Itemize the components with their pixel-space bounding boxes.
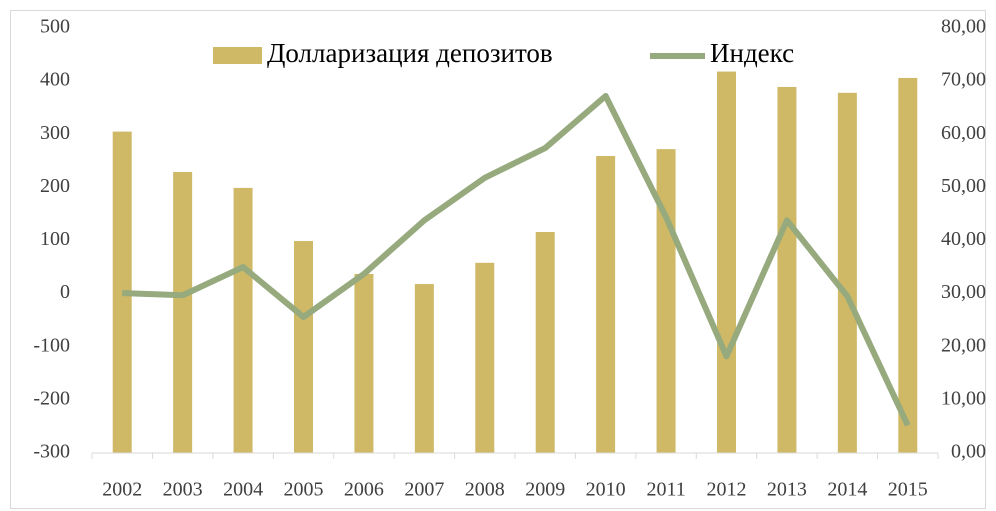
y2-tick-label: 60,00 bbox=[941, 122, 986, 144]
x-tick-label: 2008 bbox=[465, 479, 505, 501]
bar bbox=[414, 284, 434, 453]
bar bbox=[475, 262, 495, 453]
x-tick-label: 2002 bbox=[102, 479, 142, 501]
y2-tick-label: 50,00 bbox=[941, 175, 986, 197]
bar bbox=[173, 171, 193, 453]
bar bbox=[233, 187, 253, 453]
y-tick-label: 500 bbox=[40, 16, 70, 38]
bar bbox=[777, 86, 797, 453]
x-tick-label: 2003 bbox=[163, 479, 203, 501]
x-tick-label: 2005 bbox=[284, 479, 324, 501]
x-tick-label: 2009 bbox=[525, 479, 565, 501]
x-tick-label: 2004 bbox=[223, 479, 263, 501]
y-tick-label: 400 bbox=[40, 69, 70, 91]
bar bbox=[717, 71, 736, 453]
line bbox=[122, 93, 911, 427]
bar bbox=[354, 273, 374, 453]
legend-label: Индекс bbox=[710, 38, 794, 68]
bar bbox=[656, 149, 676, 453]
y2-tick-label: 70,00 bbox=[941, 69, 986, 91]
y-tick-label: -200 bbox=[33, 387, 70, 409]
y-tick-label: 100 bbox=[40, 228, 70, 250]
y2-tick-label: 0,00 bbox=[951, 441, 986, 463]
y-tick-label: 300 bbox=[40, 122, 70, 144]
bar bbox=[898, 77, 918, 453]
x-tick-label: 2007 bbox=[404, 479, 444, 501]
legend-swatch bbox=[213, 47, 262, 64]
y2-tick-label: 20,00 bbox=[941, 334, 986, 356]
x-tick-label: 2013 bbox=[767, 479, 807, 501]
bar bbox=[596, 156, 616, 453]
bar bbox=[294, 241, 313, 453]
x-tick-label: 2012 bbox=[707, 479, 747, 501]
x-tick-label: 2006 bbox=[344, 479, 384, 501]
bar bbox=[112, 131, 132, 453]
x-tick-label: 2011 bbox=[646, 479, 685, 501]
y-tick-label: -300 bbox=[33, 441, 70, 463]
legend-label: Долларизация депозитов bbox=[267, 38, 553, 68]
y2-tick-label: 10,00 bbox=[941, 387, 986, 409]
bar bbox=[535, 232, 555, 453]
x-tick-label: 2015 bbox=[888, 479, 928, 501]
bar bbox=[837, 92, 857, 453]
y-tick-label: -100 bbox=[33, 334, 70, 356]
chart-border bbox=[10, 10, 986, 509]
x-tick-label: 2010 bbox=[586, 479, 626, 501]
y2-tick-label: 30,00 bbox=[941, 281, 986, 303]
y2-tick-label: 40,00 bbox=[941, 228, 986, 250]
y-tick-label: 200 bbox=[40, 175, 70, 197]
y2-tick-label: 80,00 bbox=[941, 16, 986, 38]
x-tick-label: 2014 bbox=[827, 479, 867, 501]
y-tick-label: 0 bbox=[60, 281, 70, 303]
